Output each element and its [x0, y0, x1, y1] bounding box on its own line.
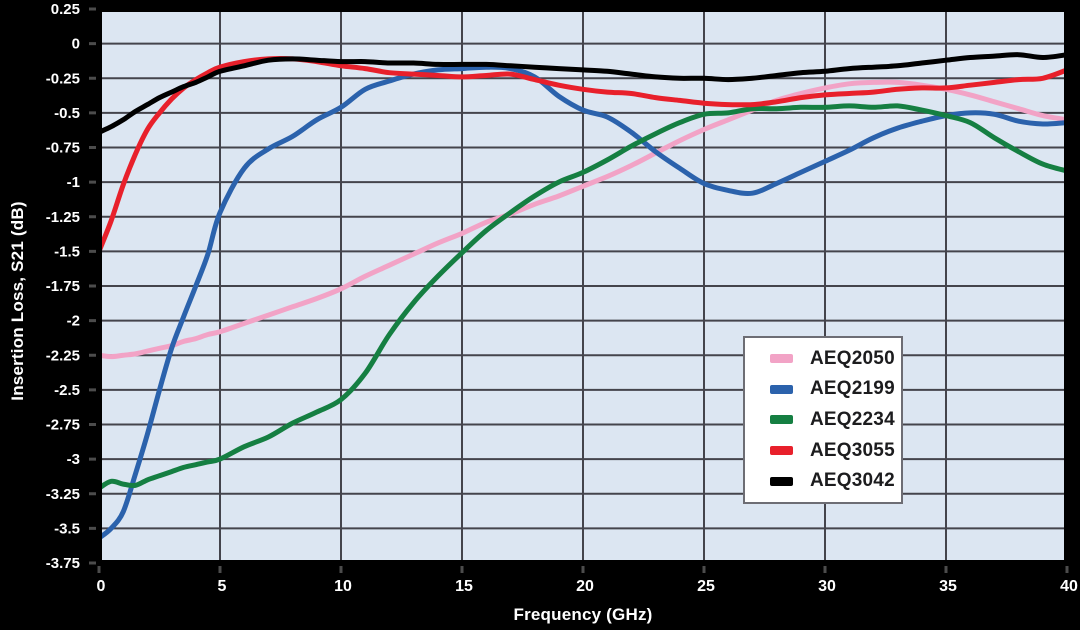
legend-label: AEQ2050	[810, 347, 895, 369]
svg-text:30: 30	[818, 578, 836, 595]
svg-text:-2: -2	[67, 313, 80, 330]
legend-item: AEQ3042	[745, 468, 901, 494]
series-line-AEQ3042	[99, 52, 1067, 135]
series-group	[99, 52, 1067, 541]
svg-text:-0.5: -0.5	[54, 105, 80, 122]
svg-text:0.25: 0.25	[51, 1, 80, 18]
svg-text:-1.75: -1.75	[46, 278, 80, 295]
y-axis-title: Insertion Loss, S21 (dB)	[8, 201, 27, 401]
svg-text:-1.5: -1.5	[54, 243, 80, 260]
legend-swatch-blue	[770, 384, 793, 394]
svg-text:35: 35	[939, 578, 957, 595]
svg-text:-2.5: -2.5	[54, 382, 80, 399]
legend-item: AEQ2234	[745, 407, 901, 433]
legend-swatch-pink	[770, 354, 793, 364]
svg-text:20: 20	[576, 578, 594, 595]
y-tick-labels: 0.25 0 -0.25 -0.5 -0.75 -1 -1.25 -1.5 -1.75 -2 -2.…	[46, 1, 80, 572]
legend-label: AEQ3042	[810, 470, 895, 492]
svg-text:-2.25: -2.25	[46, 347, 80, 364]
legend-item: AEQ2050	[745, 346, 901, 372]
legend-label: AEQ2234	[810, 408, 895, 430]
svg-text:-3.75: -3.75	[46, 555, 80, 572]
legend-item: AEQ2199	[745, 376, 901, 402]
x-tick-labels: 0 5 10 15 20 25 30 35 40	[97, 578, 1078, 595]
legend-swatch-green	[770, 415, 793, 425]
svg-text:-0.25: -0.25	[46, 70, 80, 87]
legend-item: AEQ3055	[745, 438, 901, 464]
svg-text:0: 0	[72, 36, 80, 53]
svg-text:40: 40	[1060, 578, 1078, 595]
svg-text:-3.25: -3.25	[46, 486, 80, 503]
svg-text:10: 10	[334, 578, 352, 595]
legend: AEQ2050 AEQ2199 AEQ2234 AEQ3055 AEQ3042	[743, 336, 903, 504]
svg-text:-1: -1	[67, 174, 80, 191]
plot-border	[96, 6, 1070, 566]
gridlines	[99, 9, 1067, 563]
svg-text:5: 5	[218, 578, 227, 595]
legend-label: AEQ2199	[810, 378, 895, 400]
legend-swatch-red	[770, 446, 793, 456]
svg-text:-1.25: -1.25	[46, 209, 80, 226]
svg-text:-3: -3	[67, 451, 80, 468]
legend-label: AEQ3055	[810, 439, 895, 461]
series-line-AEQ2199	[99, 64, 1067, 541]
svg-text:-3.5: -3.5	[54, 520, 80, 537]
legend-swatch-black	[770, 476, 793, 486]
svg-text:15: 15	[455, 578, 473, 595]
x-axis-title: Frequency (GHz)	[513, 605, 653, 624]
svg-text:-2.75: -2.75	[46, 417, 80, 434]
svg-text:25: 25	[697, 578, 715, 595]
series-line-AEQ2050	[99, 79, 1067, 360]
svg-text:0: 0	[97, 578, 106, 595]
svg-text:-0.75: -0.75	[46, 140, 80, 157]
series-line-AEQ2234	[99, 103, 1067, 491]
